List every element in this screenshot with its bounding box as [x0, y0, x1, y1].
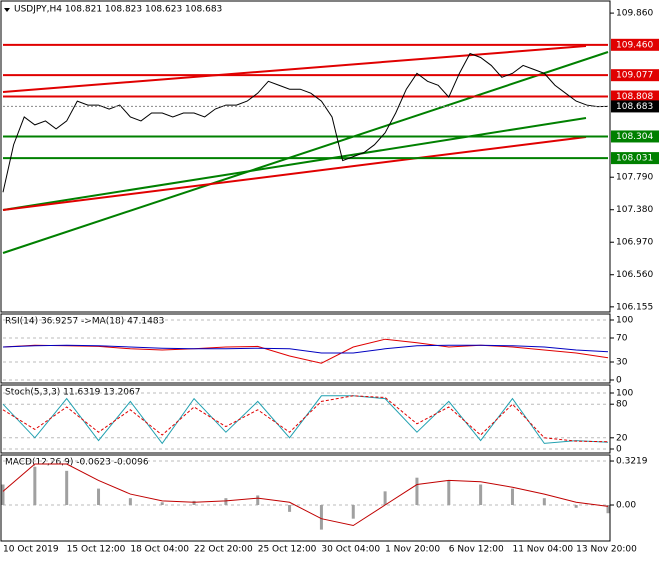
y-tick-label: 30: [616, 358, 628, 368]
level-label: 109.460: [616, 40, 653, 50]
trend-line: [2, 51, 609, 254]
y-tick-label: 107.380: [616, 205, 653, 215]
y-tick-label: 0: [616, 445, 622, 455]
y-tick-label: 109.860: [616, 9, 653, 19]
level-label-bg: [611, 69, 659, 82]
x-tick-label: 22 Oct 20:00: [194, 545, 253, 555]
x-tick-label: 10 Oct 2019: [3, 545, 59, 555]
level-label-bg: [611, 130, 659, 143]
level-label-bg: [611, 152, 659, 165]
y-tick-label: 106.560: [616, 270, 653, 280]
histogram-bar: [574, 505, 578, 508]
histogram-bar: [351, 505, 355, 519]
y-tick-label: 20: [616, 433, 628, 443]
histogram-bar: [65, 470, 69, 506]
line: [2, 395, 609, 443]
x-tick-label: 11 Nov 04:00: [512, 545, 573, 555]
histogram-bar: [415, 477, 419, 506]
line: [2, 463, 609, 527]
histogram-bar: [319, 505, 323, 530]
level-label-bg: [611, 38, 659, 51]
x-tick-label: 6 Nov 12:00: [449, 545, 504, 555]
y-tick-label: 70: [616, 334, 628, 344]
y-tick-label: 107.790: [616, 173, 653, 183]
stoch-title: Stoch(5,3,3) 11.6319 13.2067: [5, 388, 140, 398]
trend-line: [2, 136, 587, 211]
current-price-bg: [611, 100, 659, 113]
menu-arrow: [4, 8, 10, 12]
level-label: 108.031: [616, 154, 653, 164]
y-tick-label: 0.3219: [616, 457, 648, 467]
y-tick-label: 0: [616, 376, 622, 386]
x-tick-label: 1 Nov 20:00: [385, 545, 440, 555]
histogram-bar: [542, 498, 546, 506]
x-tick-label: 18 Oct 04:00: [130, 545, 189, 555]
macd-panel: [0, 454, 611, 542]
line: [2, 395, 609, 445]
level-label: 108.808: [616, 92, 653, 102]
histogram-bar: [224, 498, 228, 506]
histogram-bar: [383, 491, 387, 506]
histogram-bar: [128, 498, 132, 506]
x-tick-label: 13 Nov 20:00: [576, 545, 637, 555]
trend-line: [2, 45, 587, 93]
histogram-bar: [510, 488, 514, 506]
histogram-bar: [606, 505, 610, 514]
level-label: 108.304: [616, 132, 653, 142]
y-tick-label: 106.970: [616, 238, 653, 248]
trend-line: [2, 117, 587, 211]
macd-title: MACD(12,26,9) -0.0623 -0.0096: [5, 458, 149, 468]
stoch-panel: [0, 384, 611, 454]
histogram-bar: [447, 480, 451, 506]
histogram-bar: [288, 505, 292, 512]
histogram-bar: [192, 500, 196, 506]
line: [2, 52, 609, 193]
rsi-title: RSI(14) 36.9257 ->MA(18) 47.1483: [5, 317, 164, 327]
level-label: 109.077: [616, 71, 653, 81]
histogram-bar: [33, 466, 37, 506]
level-label-bg: [611, 90, 659, 103]
histogram-bar: [97, 488, 101, 506]
histogram-bar: [1, 484, 5, 506]
y-tick-label: 100: [616, 316, 633, 326]
current-price-label: 108.683: [616, 102, 653, 112]
y-tick-label: 106.155: [616, 302, 653, 312]
rsi-panel: [0, 313, 611, 384]
x-tick-label: 15 Oct 12:00: [67, 545, 126, 555]
histogram-bar: [160, 502, 164, 506]
y-tick-label: 80: [616, 400, 628, 410]
chart-title: USDJPY,H4 108.821 108.823 108.623 108.68…: [14, 5, 222, 15]
y-tick-label: 0.00: [616, 501, 636, 511]
price-panel: [0, 0, 611, 313]
histogram-bar: [479, 484, 483, 506]
y-tick-label: 100: [616, 389, 633, 399]
histogram-bar: [256, 495, 260, 506]
line: [2, 338, 609, 364]
x-tick-label: 30 Oct 04:00: [321, 545, 380, 555]
x-tick-label: 25 Oct 12:00: [258, 545, 317, 555]
line: [2, 344, 609, 354]
